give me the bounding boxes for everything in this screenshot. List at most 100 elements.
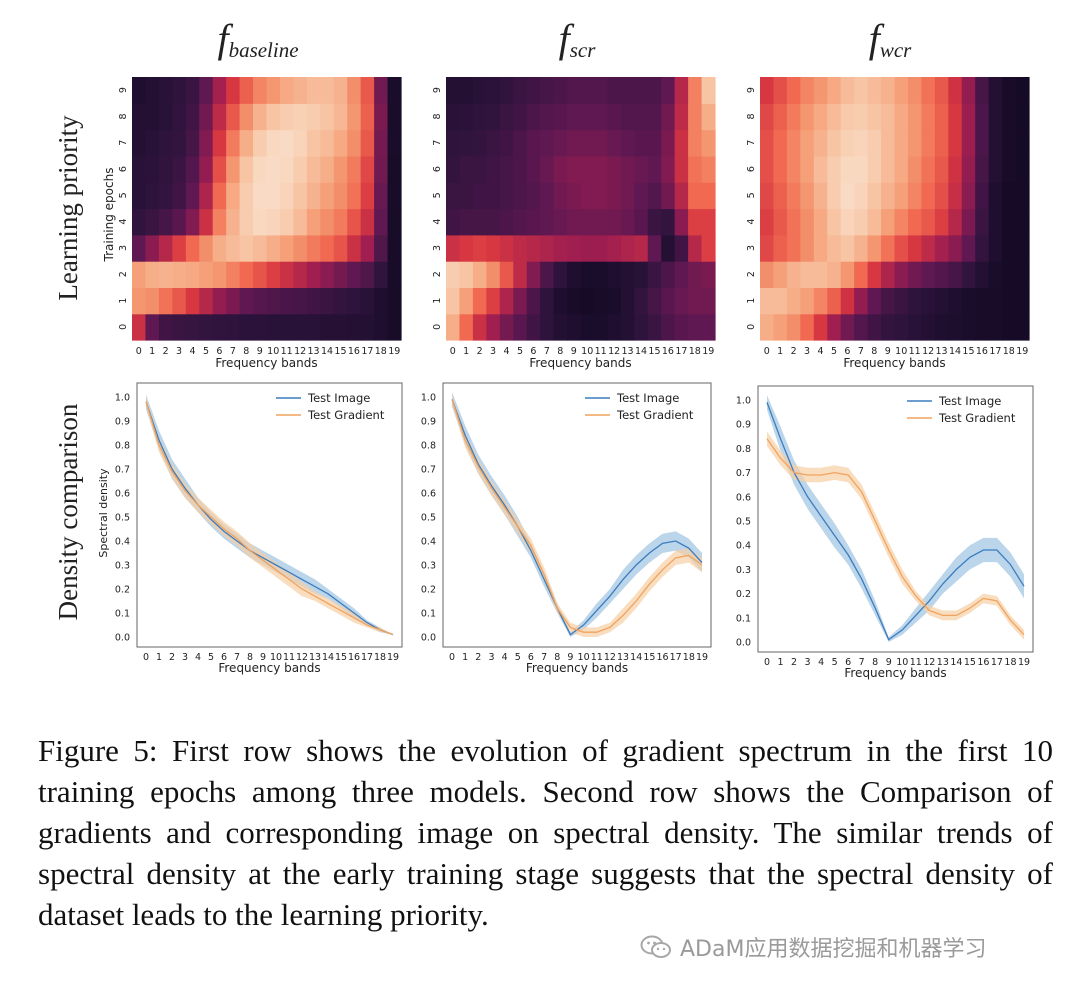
x-tick-label: 1 [149, 346, 155, 357]
heatmap-cell [266, 287, 281, 315]
heatmap-cell [526, 208, 541, 236]
heatmap-cell [540, 155, 555, 183]
y-tick-label: 9 [118, 87, 129, 93]
heatmap-cell [499, 155, 514, 183]
x-tick-label: 6 [221, 652, 227, 663]
heatmap-cell [212, 313, 227, 341]
y-tick-label: 0.5 [736, 517, 751, 528]
heatmap-cell [185, 261, 200, 288]
heatmap-cell [253, 261, 268, 288]
y-tick-label: 2 [432, 271, 443, 277]
heatmap-cell [387, 129, 402, 157]
heatmap-cell [701, 103, 716, 131]
heatmap-cell [701, 287, 716, 315]
heatmap-cell [674, 103, 689, 131]
heatmap-cell [813, 261, 828, 288]
heatmap-cell [132, 155, 147, 183]
heatmap-cell [374, 182, 389, 210]
heatmap-cell [1002, 287, 1017, 315]
heatmap-cell [894, 129, 909, 157]
heatmap-cell [1015, 313, 1030, 341]
heatmap-cell [185, 313, 200, 341]
heatmap-cell [988, 234, 1003, 262]
heatmap-cell [132, 313, 147, 341]
heatmap-cell [567, 234, 582, 262]
heatmap-cell [975, 208, 990, 236]
y-tick-label: 1 [118, 298, 129, 304]
y-tick-label: 0.7 [115, 465, 130, 476]
x-tick-label: 6 [844, 346, 850, 357]
heatmap-cell [374, 261, 389, 288]
x-tick-label: 17 [989, 346, 1001, 357]
x-axis-label: Frequency bands [843, 356, 945, 370]
x-tick-label: 6 [845, 657, 851, 668]
heatmap-cell [320, 182, 335, 210]
x-tick-label: 4 [195, 652, 201, 663]
x-tick-label: 3 [490, 346, 496, 357]
heatmap-cell [620, 261, 635, 288]
heatmap-cell [185, 129, 200, 157]
heatmap-cell [975, 129, 990, 157]
heatmap-cell [948, 287, 963, 315]
heatmap-cell [593, 182, 608, 210]
heatmap-cell [320, 234, 335, 262]
heatmap-cell [813, 182, 828, 210]
x-tick-label: 8 [247, 652, 253, 663]
x-tick-label: 16 [977, 657, 989, 668]
heatmap-cell [132, 234, 147, 262]
heatmap-cell [226, 208, 241, 236]
heatmap-cell [145, 77, 160, 104]
heatmap-cell [513, 77, 528, 104]
x-tick-label: 19 [1016, 346, 1028, 357]
y-tick-label: 0.9 [736, 420, 751, 431]
heatmap-cell [293, 77, 308, 104]
y-tick-label: 0.8 [421, 441, 436, 452]
heatmap-cell [499, 103, 514, 131]
heatmap-cell [701, 313, 716, 341]
x-tick-label: 3 [488, 652, 494, 663]
x-tick-label: 8 [554, 652, 560, 663]
heatmap-cell [661, 208, 676, 236]
legend-label: Test Image [616, 391, 679, 405]
heatmap-cell [199, 129, 214, 157]
heatmap-cell [513, 103, 528, 131]
heatmap-cell [226, 261, 241, 288]
heatmap-cell [760, 313, 775, 341]
heatmap-cell [620, 234, 635, 262]
heatmap-cell [948, 129, 963, 157]
heatmap-cell [360, 129, 375, 157]
x-tick-label: 13 [308, 346, 320, 357]
x-tick-label: 12 [604, 652, 616, 663]
y-tick-label: 7 [746, 140, 757, 146]
x-tick-label: 7 [858, 346, 864, 357]
heatmap-cell [961, 182, 976, 210]
x-tick-label: 16 [976, 346, 988, 357]
heatmap-cell [620, 182, 635, 210]
y-tick-label: 0.8 [736, 444, 751, 455]
heatmap-cell [840, 287, 855, 315]
heatmap-cell [486, 129, 501, 157]
heatmap-cell [499, 287, 514, 315]
heatmap-cell [948, 234, 963, 262]
x-tick-label: 14 [322, 652, 334, 663]
heatmap-cell [185, 155, 200, 183]
heatmap-cell [239, 261, 254, 288]
x-tick-label: 4 [190, 346, 196, 357]
heatmap-cell [760, 287, 775, 315]
heatmap-cell [145, 208, 160, 236]
heatmap-cell [840, 261, 855, 288]
heatmap-cell [553, 287, 568, 315]
heatmap-cell [634, 287, 649, 315]
heatmap-cell [459, 208, 474, 236]
heatmap-cell [253, 77, 268, 104]
heatmap-cell [145, 155, 160, 183]
heatmap-cell [634, 182, 649, 210]
heatmap-cell [881, 208, 896, 236]
heatmap-cell [320, 103, 335, 131]
heatmap-cell [360, 155, 375, 183]
heatmap-cell [226, 77, 241, 104]
heatmap-cell [253, 208, 268, 236]
heatmap-cell [661, 182, 676, 210]
heatmap-cell [827, 77, 842, 104]
heatmap-cell [333, 182, 348, 210]
